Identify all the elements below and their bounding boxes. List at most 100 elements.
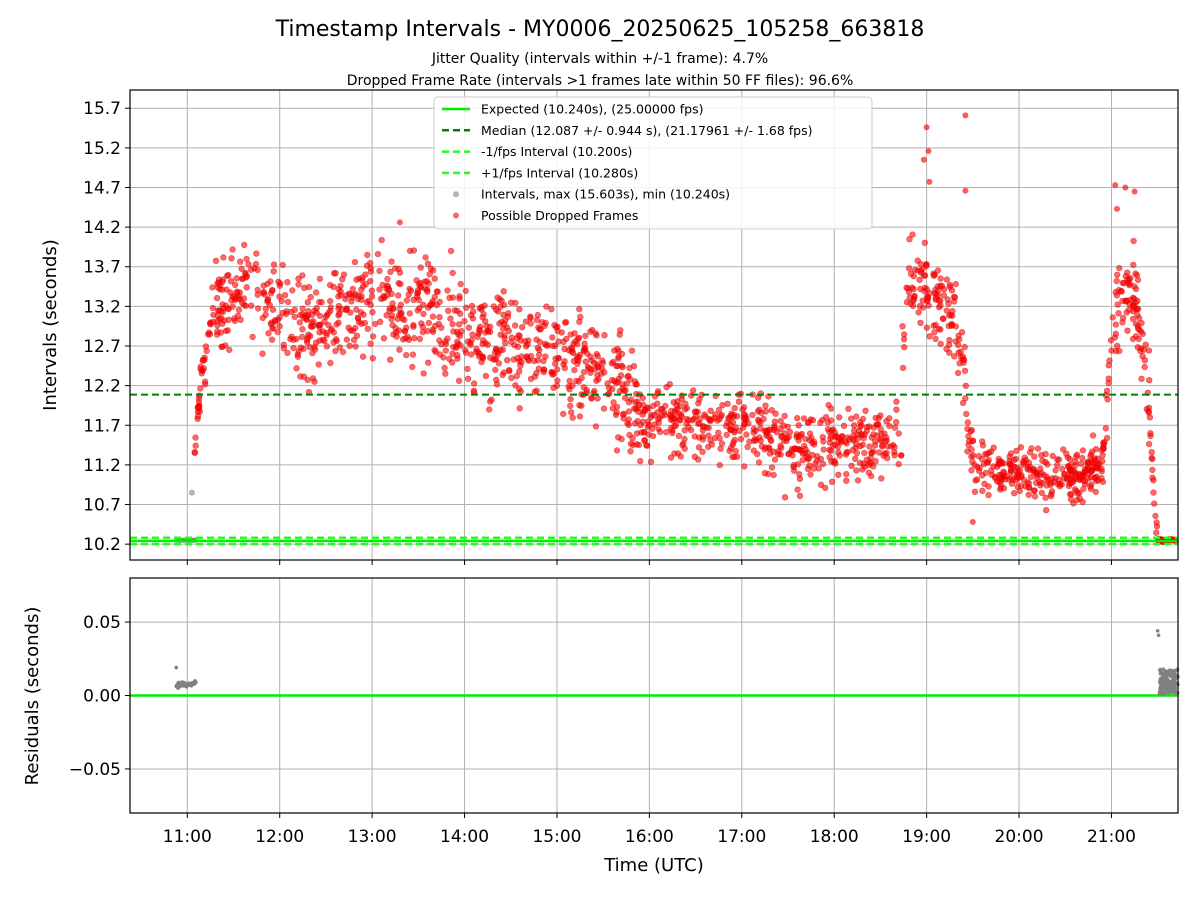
dropped-frame-point	[416, 335, 424, 343]
dropped-frame-point	[261, 291, 268, 298]
dropped-frame-point	[264, 296, 272, 303]
dropped-frame-point	[565, 347, 573, 354]
dropped-frame-point	[770, 471, 777, 479]
legend-plus-fps-label: +1/fps Interval (10.280s)	[481, 165, 638, 180]
dropped-frame-point	[800, 415, 808, 422]
dropped-frame-point	[835, 414, 843, 421]
dropped-frame-point	[316, 275, 324, 282]
dropped-frame-point	[1132, 270, 1139, 277]
dropped-frame-point	[807, 471, 814, 478]
dropped-frame-point	[527, 375, 535, 383]
dropped-frame-point	[762, 402, 769, 409]
dropped-frame-point	[1092, 488, 1100, 496]
dropped-frame-point	[462, 346, 469, 354]
dropped-frame-point	[796, 471, 803, 478]
dropped-frame-point	[610, 399, 617, 406]
dropped-frame-point	[531, 388, 539, 395]
dropped-frame-point	[397, 301, 404, 308]
dropped-frame-point	[926, 333, 933, 340]
dropped-frame-point	[397, 280, 404, 288]
dropped-frame-point	[662, 402, 669, 410]
legend-dropped-swatch	[453, 212, 459, 219]
dropped-frame-point	[312, 289, 320, 296]
dropped-frame-point	[413, 293, 421, 300]
dropped-frame-point	[422, 254, 429, 261]
dropped-frame-point	[809, 439, 816, 447]
x-axis-label: Time (UTC)	[603, 855, 704, 876]
dropped-frame-point	[252, 260, 260, 268]
dropped-frame-point	[449, 359, 456, 366]
dropped-frame-point	[1088, 468, 1095, 475]
dropped-frame-point	[580, 384, 587, 391]
dropped-frame-point	[685, 417, 692, 424]
dropped-frame-point	[406, 310, 413, 317]
dropped-frame-point	[618, 435, 625, 443]
dropped-frame-point	[426, 302, 434, 309]
legend: Expected (10.240s), (25.00000 fps) Median…	[433, 96, 873, 230]
dropped-frame-point	[972, 477, 979, 484]
dropped-frame-point	[1130, 261, 1137, 269]
dropped-frame-point	[827, 447, 835, 454]
residuals-y-tick-label: −0.05	[69, 760, 121, 780]
x-tick-label: 11:00	[163, 827, 212, 847]
dropped-frame-point	[1149, 455, 1156, 463]
dropped-frame-point	[490, 303, 497, 310]
dropped-frame-point	[1031, 453, 1038, 460]
dropped-frame-point	[269, 306, 277, 313]
dropped-frame-point	[851, 455, 859, 462]
dropped-frame-point	[473, 346, 480, 353]
dropped-frame-point	[464, 365, 471, 373]
dropped-frame-point	[470, 380, 478, 387]
dropped-frame-point	[534, 311, 541, 319]
dropped-frame-point	[327, 297, 334, 305]
dropped-frame-point	[364, 325, 371, 332]
dropped-frame-point	[950, 353, 958, 360]
dropped-frame-point	[598, 370, 605, 377]
dropped-frame-point	[441, 364, 448, 372]
intervals-plot: 10.2 10.7 11.2 11.7 12.2 12.7 13.2 13.7 14.2 14.7…	[40, 89, 1179, 565]
dropped-frame-point	[279, 261, 286, 269]
dropped-frame-point	[978, 472, 986, 479]
dropped-frame-point	[262, 311, 269, 318]
dropped-frame-point	[965, 433, 972, 440]
dropped-frame-point	[289, 287, 296, 294]
dropped-frame-point	[619, 411, 627, 418]
dropped-frame-point	[1079, 447, 1087, 454]
dropped-frame-point	[1066, 467, 1074, 474]
dropped-frame-point	[198, 370, 205, 377]
intervals-y-tick-label: 12.2	[83, 377, 121, 397]
dropped-frame-point	[210, 311, 217, 319]
dropped-frame-point	[1061, 471, 1068, 478]
dropped-frame-point	[859, 415, 867, 423]
dropped-frame-point	[681, 427, 688, 434]
dropped-frame-point	[699, 436, 707, 443]
dropped-frame-point	[870, 431, 877, 438]
dropped-frame-point	[268, 336, 276, 343]
x-tick-label: 15:00	[532, 827, 581, 847]
dropped-frame-point	[741, 414, 749, 421]
dropped-frame-point	[1125, 276, 1133, 283]
dropped-frame-point	[1066, 456, 1074, 463]
dropped-frame-point	[937, 340, 944, 348]
dropped-frame-point	[1115, 310, 1122, 317]
dropped-frame-point	[284, 349, 291, 357]
dropped-frame-point	[527, 320, 534, 327]
x-tick-label: 21:00	[1087, 827, 1136, 847]
dropped-frame-point	[575, 334, 583, 341]
dropped-frame-point	[636, 458, 644, 465]
dropped-frame-point	[840, 422, 848, 429]
dropped-frame-point	[909, 231, 916, 238]
dropped-frame-point	[691, 433, 698, 440]
dropped-frame-point	[749, 411, 756, 419]
dropped-frame-point	[197, 363, 204, 370]
dropped-frame-point	[940, 315, 947, 322]
dropped-frame-point	[1141, 357, 1149, 364]
residual-point	[176, 686, 180, 690]
residual-point	[176, 681, 180, 686]
dropped-frame-point	[561, 319, 569, 326]
dropped-frame-point	[1024, 466, 1031, 473]
dropped-frame-point	[740, 424, 747, 431]
dropped-frame-point	[666, 381, 673, 388]
dropped-frame-point	[330, 329, 337, 336]
dropped-frame-point	[806, 462, 813, 469]
